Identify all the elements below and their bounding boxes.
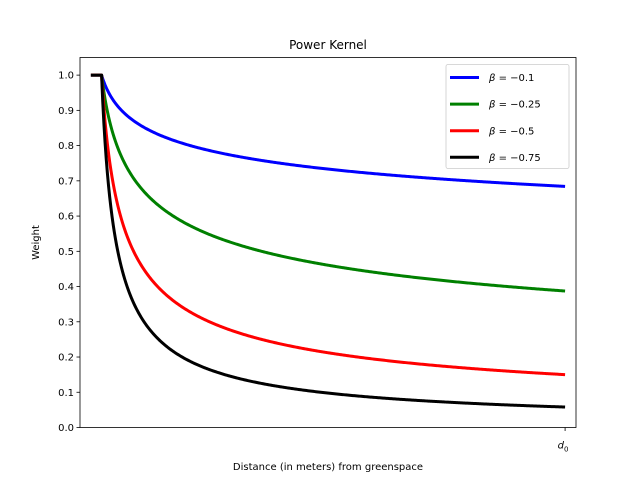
- y-tick-label: 1.0: [58, 71, 74, 82]
- series-line-2: [90, 73, 566, 293]
- legend-entry-2: β = −0.25: [488, 100, 541, 111]
- plot-frame: [79, 57, 577, 428]
- legend-entry-1: β = −0.1: [488, 73, 534, 84]
- plot-area: [90, 73, 566, 409]
- y-tick-label: 0.3: [58, 317, 74, 328]
- legend: β = −0.1 β = −0.25 β = −0.5 β = −0.75: [445, 64, 570, 169]
- x-axis-label: Distance (in meters) from greenspace: [233, 462, 423, 473]
- y-axis: 0.0 0.1 0.2 0.3 0.4 0.5 0.6 0.7 0.8 0.9 1.0: [58, 71, 80, 434]
- y-tick-label: 0.1: [58, 388, 74, 399]
- series-line-4: [90, 73, 566, 409]
- y-tick-label: 0.7: [58, 176, 74, 187]
- y-tick-label: 0.6: [58, 212, 74, 223]
- y-tick-label: 0.9: [58, 106, 74, 117]
- y-tick-label: 0.2: [58, 353, 74, 364]
- x-axis: d0: [558, 427, 569, 454]
- chart-title: Power Kernel: [289, 38, 367, 52]
- legend-frame: [445, 64, 570, 169]
- y-axis-label: Weight: [31, 225, 42, 260]
- y-tick-label: 0.5: [58, 247, 74, 258]
- y-tick-label: 0.0: [58, 423, 74, 434]
- y-tick-label: 0.4: [58, 282, 74, 293]
- legend-entry-4: β = −0.75: [488, 153, 541, 164]
- legend-entry-3: β = −0.5: [488, 126, 534, 137]
- y-tick-label: 0.8: [58, 141, 74, 152]
- series-line-1: [90, 73, 566, 188]
- series-line-3: [90, 73, 566, 377]
- x-tick-label: d0: [558, 441, 569, 454]
